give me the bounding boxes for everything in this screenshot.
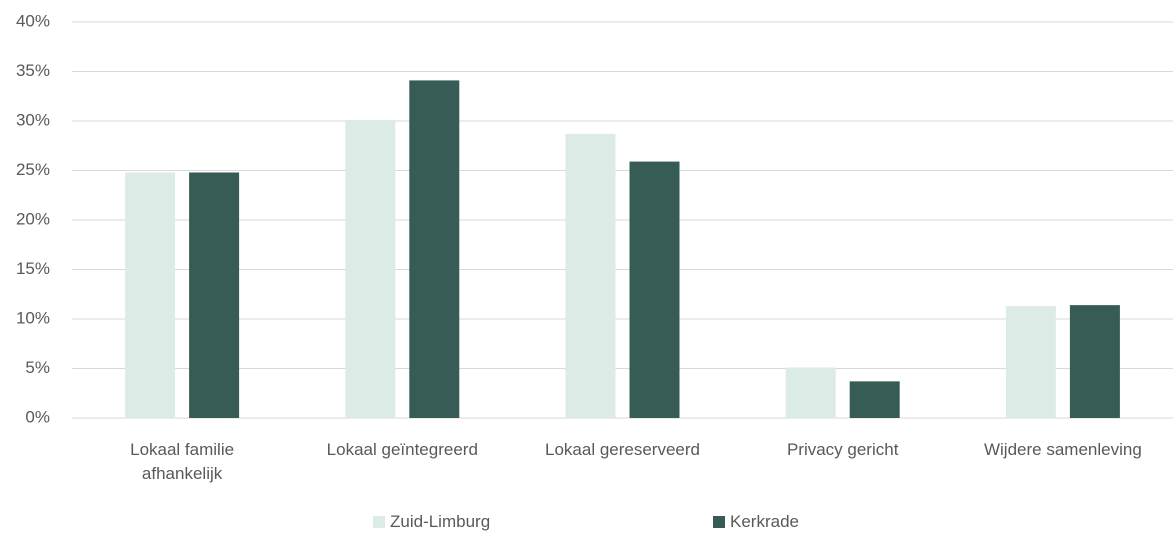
x-tick-label: Lokaal gereserveerd xyxy=(545,440,700,459)
y-tick-label: 5% xyxy=(25,358,50,377)
legend-label: Kerkrade xyxy=(730,512,799,531)
y-tick-label: 15% xyxy=(16,259,50,278)
y-tick-label: 35% xyxy=(16,61,50,80)
y-tick-label: 20% xyxy=(16,209,50,228)
x-tick-label: Privacy gericht xyxy=(786,440,899,459)
legend-label: Zuid-Limburg xyxy=(390,512,491,531)
x-tick-label: Lokaal familie afhankelijk xyxy=(130,440,235,483)
y-tick-label: 30% xyxy=(16,110,50,129)
y-tick-label: 10% xyxy=(16,308,50,327)
legend-swatch xyxy=(713,516,725,528)
legend-swatch xyxy=(373,516,385,528)
bar xyxy=(409,80,460,418)
bar xyxy=(1005,306,1056,418)
bar xyxy=(629,161,680,418)
bar xyxy=(189,172,240,418)
bar xyxy=(565,133,616,418)
x-tick-label: Lokaal geïntegreerd xyxy=(326,440,478,459)
x-tick-label: Wijdere samenleving xyxy=(983,440,1142,459)
bar xyxy=(1069,305,1120,418)
y-tick-label: 40% xyxy=(16,11,50,30)
bar xyxy=(785,367,836,418)
y-tick-label: 0% xyxy=(25,407,50,426)
bar xyxy=(125,172,176,418)
y-tick-label: 25% xyxy=(16,160,50,179)
bar xyxy=(849,381,900,418)
bar xyxy=(345,120,396,418)
